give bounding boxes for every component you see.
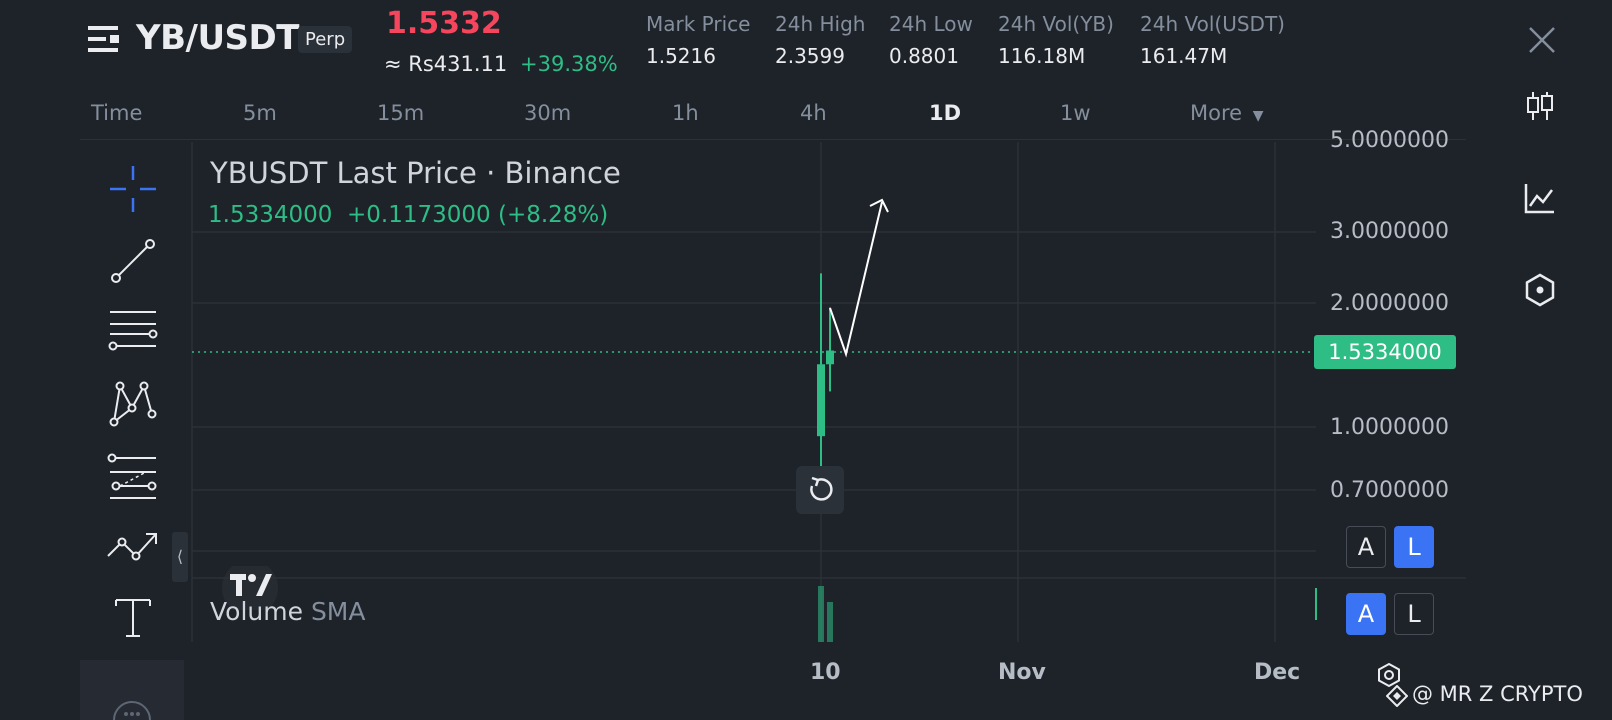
stat-value-24h-high: 2.3599 <box>775 44 845 68</box>
volume-bar <box>818 586 824 642</box>
reset-icon <box>810 476 833 501</box>
perp-badge: Perp <box>298 26 353 53</box>
caret-down-icon: ▼ <box>1252 108 1264 124</box>
stat-value-24h-vol-quote: 161.47M <box>1140 44 1228 68</box>
hexagon-watermark-icon <box>1378 662 1400 688</box>
tab-15m[interactable]: 15m <box>377 101 425 125</box>
path-arrow-icon[interactable] <box>106 528 160 578</box>
stat-value-24h-low: 0.8801 <box>889 44 959 68</box>
hexagon-settings-icon[interactable] <box>1522 272 1558 308</box>
auto-scale-button-volume[interactable]: A <box>1346 593 1386 635</box>
y-axis-tick: 2.0000000 <box>1330 291 1449 316</box>
collapse-toolbar-button[interactable]: ⟨ <box>172 532 188 582</box>
change-percent: +39.38% <box>520 52 618 76</box>
tradingview-logo <box>222 566 278 610</box>
stat-value-24h-vol-base: 116.18M <box>998 44 1086 68</box>
drawn-arrow-head <box>869 198 889 213</box>
stat-value-mark-price: 1.5216 <box>646 44 716 68</box>
y-axis-tick: 5.0000000 <box>1330 128 1449 153</box>
y-axis-tick: 1.0000000 <box>1330 415 1449 440</box>
tab-more-label: More <box>1190 101 1243 125</box>
symbol-title[interactable]: YB/USDT <box>136 18 299 58</box>
ohlc-price: 1.5334000 <box>208 202 333 228</box>
stat-label-24h-high: 24h High <box>775 12 866 36</box>
drawn-arrow-line[interactable] <box>829 201 883 358</box>
stat-label-24h-vol-quote: 24h Vol(USDT) <box>1140 12 1285 36</box>
crosshair-icon[interactable] <box>106 164 160 214</box>
tab-1w[interactable]: 1w <box>1060 101 1091 125</box>
trend-line-icon[interactable] <box>106 236 160 286</box>
watermark-text: @ MR Z CRYPTO <box>1412 682 1583 706</box>
candles-layer <box>817 273 834 467</box>
log-scale-button-volume[interactable]: L <box>1394 593 1434 635</box>
projection-icon[interactable] <box>106 452 160 502</box>
tab-divider <box>80 139 1466 140</box>
candle-body <box>826 350 834 365</box>
chart-title: YBUSDT Last Price · Binance <box>210 156 621 190</box>
auto-scale-button-price[interactable]: A <box>1346 526 1386 568</box>
volume-legend: Volume SMA <box>210 597 365 626</box>
more-tools-icon <box>113 701 151 720</box>
current-price-tag: 1.5334000 <box>1314 335 1456 369</box>
y-axis-tick: 3.0000000 <box>1330 219 1449 244</box>
stat-label-24h-vol-base: 24h Vol(YB) <box>998 12 1114 36</box>
watermark: @ MR Z CRYPTO <box>1378 662 1583 707</box>
candlestick-icon[interactable] <box>1522 88 1558 124</box>
y-axis-tick: 0.7000000 <box>1330 478 1449 503</box>
tab-30m[interactable]: 30m <box>524 101 572 125</box>
volume-layer <box>818 586 833 642</box>
indicator-chart-icon[interactable] <box>1522 180 1558 216</box>
stat-label-mark-price: Mark Price <box>646 12 751 36</box>
horizontal-lines-icon[interactable] <box>106 308 160 358</box>
chart-grid <box>191 142 1466 642</box>
tab-time[interactable]: Time <box>91 101 143 125</box>
x-axis-tick: Nov <box>998 660 1046 685</box>
log-scale-button-price[interactable]: L <box>1394 526 1434 568</box>
tab-1d[interactable]: 1D <box>929 101 962 125</box>
menu-icon[interactable] <box>86 22 122 56</box>
close-icon[interactable] <box>1524 22 1560 58</box>
tab-1h[interactable]: 1h <box>672 101 699 125</box>
stat-label-24h-low: 24h Low <box>889 12 973 36</box>
tab-4h[interactable]: 4h <box>800 101 827 125</box>
volume-sma-label: SMA <box>310 597 366 626</box>
text-tool-icon[interactable] <box>106 596 160 646</box>
candle-body <box>817 364 825 437</box>
binance-logo-icon <box>1386 685 1408 707</box>
volume-bar <box>827 602 833 642</box>
pattern-icon[interactable] <box>106 380 160 430</box>
chart-ohlc-line: 1.5334000 +0.1173000 (+8.28%) <box>208 202 608 228</box>
x-axis-tick: 10 <box>810 660 841 685</box>
last-price: 1.5332 <box>386 6 502 41</box>
volume-label: Volume <box>210 597 303 626</box>
x-axis-tick: Dec <box>1254 660 1301 685</box>
reset-chart-button[interactable] <box>796 466 844 514</box>
toolbar-more-panel[interactable] <box>80 660 184 720</box>
tab-more[interactable]: More ▼ <box>1190 101 1264 125</box>
ohlc-change: +0.1173000 (+8.28%) <box>347 202 609 228</box>
local-currency-price: ≈ Rs431.11 <box>384 52 508 76</box>
tab-5m[interactable]: 5m <box>243 101 277 125</box>
